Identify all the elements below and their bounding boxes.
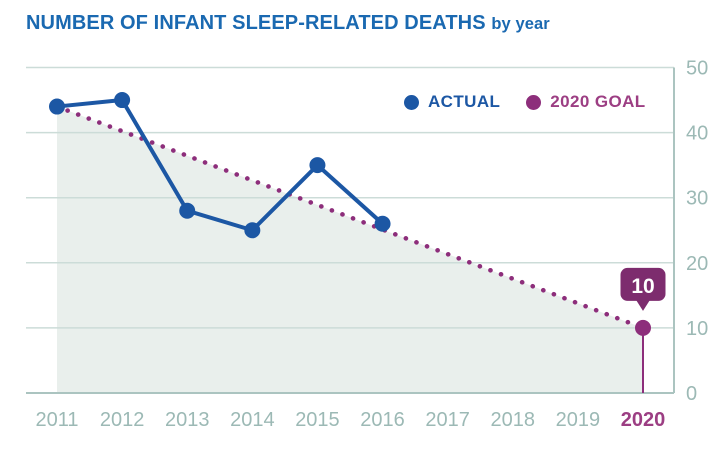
- x-tick-label: 2011: [35, 409, 78, 431]
- goal-area-fill: [57, 106, 643, 393]
- actual-polyline: [56, 98, 384, 233]
- actual-data-point: [49, 98, 65, 115]
- goal-callout-badge: 10: [620, 267, 666, 311]
- legend-label-actual: ACTUAL: [428, 92, 501, 111]
- y-tick-labels: 0 10 20 30 40 50: [686, 58, 708, 406]
- y-tick-label: 30: [686, 188, 708, 210]
- goal-callout-value: 10: [631, 275, 654, 298]
- x-tick-label: 2018: [491, 409, 536, 431]
- y-tick-label: 40: [686, 123, 708, 145]
- actual-data-point: [179, 202, 196, 219]
- x-tick-label: 2019: [556, 409, 601, 431]
- x-tick-labels: 2011 2012 2013 2014 2015 2016 2017 2018 2019 2020: [35, 409, 665, 431]
- goal-series-marker-icon: [526, 94, 542, 110]
- actual-line: [49, 92, 391, 239]
- actual-data-point: [374, 215, 391, 232]
- y-tick-label: 50: [686, 58, 708, 80]
- actual-data-point: [114, 92, 131, 109]
- x-tick-label: 2014: [230, 409, 275, 431]
- goal-dotted-line: [54, 104, 651, 336]
- goal-area-polygon: [57, 106, 643, 393]
- badge-pointer-icon: [636, 299, 650, 311]
- legend-item-actual: ACTUAL: [404, 92, 500, 112]
- page-title-main: NUMBER OF INFANT SLEEP-RELATED DEATHS: [26, 12, 486, 34]
- gridlines: [26, 66, 674, 394]
- page-title-suffix: by year: [491, 15, 550, 33]
- x-tick-label: 2016: [360, 409, 405, 431]
- y-tick-label: 0: [686, 383, 697, 405]
- legend-label-goal: 2020 GOAL: [550, 92, 646, 111]
- legend-item-goal: 2020 GOAL: [526, 92, 645, 112]
- y-tick-label: 10: [686, 318, 708, 340]
- actual-data-point: [309, 157, 326, 174]
- goal-line: [54, 104, 646, 331]
- goal-end-dot: [635, 319, 651, 336]
- x-tick-label: 2013: [165, 409, 210, 431]
- y-tick-label: 20: [686, 253, 708, 275]
- page-title: NUMBER OF INFANT SLEEP-RELATED DEATHS by…: [26, 12, 550, 35]
- x-tick-label: 2017: [425, 409, 470, 431]
- actual-series-marker-icon: [404, 94, 419, 110]
- x-tick-label: 2020: [621, 409, 666, 431]
- x-tick-label: 2015: [295, 409, 340, 431]
- legend: ACTUAL 2020 GOAL: [404, 92, 646, 112]
- actual-data-point: [244, 222, 261, 239]
- x-tick-label: 2012: [100, 409, 145, 431]
